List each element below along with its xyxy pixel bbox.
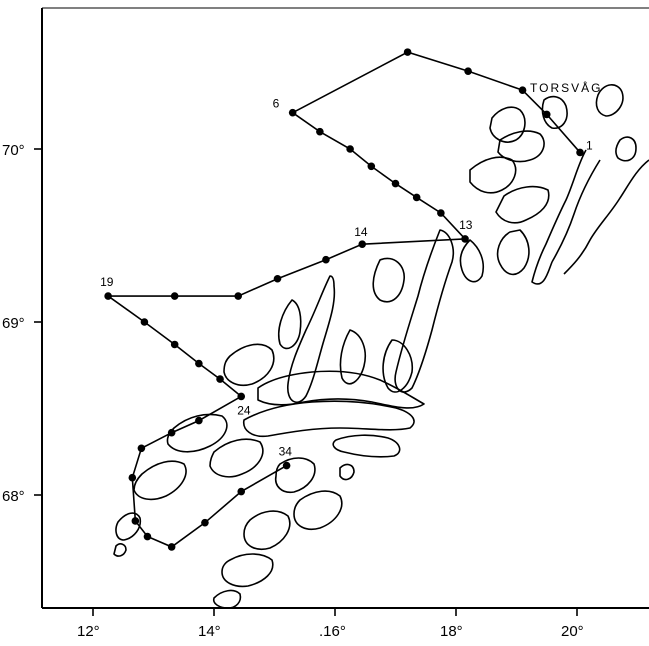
y-axis-ticks: 70° 69° 68° xyxy=(2,142,42,505)
station-2 xyxy=(542,110,551,119)
station-28 xyxy=(128,473,137,482)
x-tick-label-12: 12° xyxy=(77,623,100,640)
station-11 xyxy=(412,193,421,202)
x-tick-label-14: 14° xyxy=(198,623,221,640)
station-10 xyxy=(391,179,400,188)
coast-peninsula-2 xyxy=(495,185,550,224)
track-line xyxy=(105,51,581,548)
station-25 xyxy=(195,416,203,425)
station-label-13: 13 xyxy=(459,218,473,232)
coast-lofoten-3 xyxy=(133,460,187,501)
station-27 xyxy=(137,444,146,453)
station-22 xyxy=(195,359,203,368)
coast-central-1 xyxy=(394,229,455,393)
station-label-1: 1 xyxy=(586,138,593,152)
station-label-19: 19 xyxy=(100,275,114,289)
coast-southern-4 xyxy=(221,553,274,588)
station-26 xyxy=(167,428,176,437)
station-23 xyxy=(216,375,224,383)
station-label-34: 34 xyxy=(279,445,293,459)
station-label-14: 14 xyxy=(354,225,368,239)
station-labels: 1 6 13 14 19 24 34 xyxy=(100,97,593,459)
station-19 xyxy=(104,292,112,300)
station-21 xyxy=(170,340,179,349)
coast-central-3 xyxy=(287,275,336,404)
coast-arm-3 xyxy=(332,434,401,458)
station-24 xyxy=(237,392,246,401)
station-33 xyxy=(237,487,246,496)
station-12 xyxy=(437,209,445,217)
station-20 xyxy=(140,318,149,326)
station-30 xyxy=(143,532,152,541)
x-tick-label-18: 18° xyxy=(440,623,463,640)
station-7 xyxy=(316,127,324,136)
station-5 xyxy=(403,48,412,56)
x-tick-label-20: 20° xyxy=(561,623,584,640)
station-14 xyxy=(358,240,367,248)
station-34 xyxy=(282,461,291,470)
coast-lofoten-5 xyxy=(209,438,264,478)
coast-southern-1 xyxy=(274,457,316,494)
station-1 xyxy=(576,148,584,157)
coast-islet-1 xyxy=(113,543,127,557)
y-tick-label-70: 70° xyxy=(2,142,25,159)
coast-lofoten-2 xyxy=(166,413,228,453)
y-tick-label-69: 69° xyxy=(2,315,25,332)
coast-island-5 xyxy=(615,136,637,162)
coast-southern-2 xyxy=(293,490,343,530)
cruise-track xyxy=(105,51,581,548)
coast-island-3 xyxy=(489,106,526,143)
station-4 xyxy=(464,67,472,75)
station-32 xyxy=(201,518,209,527)
station-17 xyxy=(234,292,242,300)
coast-island-4 xyxy=(497,130,545,163)
coast-southern-3 xyxy=(243,510,291,550)
coast-central-6 xyxy=(382,339,414,393)
station-label-6: 6 xyxy=(273,97,280,111)
station-markers xyxy=(104,48,584,551)
station-13 xyxy=(461,235,469,243)
coast-lofoten-4 xyxy=(115,512,142,541)
coast-southern-5 xyxy=(212,589,242,609)
coast-central-5 xyxy=(339,329,366,385)
coast-arm-2 xyxy=(243,400,415,438)
station-15 xyxy=(322,255,330,264)
station-31 xyxy=(167,543,176,551)
coast-central-4 xyxy=(277,299,302,350)
station-16 xyxy=(273,274,282,283)
coastline xyxy=(113,84,649,609)
coast-central-2 xyxy=(372,257,405,303)
station-8 xyxy=(346,145,354,153)
station-6 xyxy=(288,108,297,117)
station-29 xyxy=(131,517,140,525)
x-axis-ticks: 12° 14° .16° 18° 20° xyxy=(77,608,584,640)
station-label-24: 24 xyxy=(237,403,251,417)
coast-island-1 xyxy=(595,84,624,117)
coast-lofoten-1 xyxy=(223,343,275,387)
coast-fjord-2 xyxy=(459,239,485,283)
station-18 xyxy=(170,292,179,300)
coast-fjord-1 xyxy=(496,229,530,276)
station-3 xyxy=(518,86,527,94)
x-tick-label-16: .16° xyxy=(319,623,346,640)
station-9 xyxy=(367,162,376,171)
y-tick-label-68: 68° xyxy=(2,488,25,505)
coast-mainland-ne xyxy=(531,149,649,285)
coast-peninsula-1 xyxy=(469,156,517,194)
coast-island-2 xyxy=(541,95,568,130)
coast-islet-2 xyxy=(339,463,355,481)
place-label-torsvag: TORSVÅG xyxy=(530,80,602,95)
